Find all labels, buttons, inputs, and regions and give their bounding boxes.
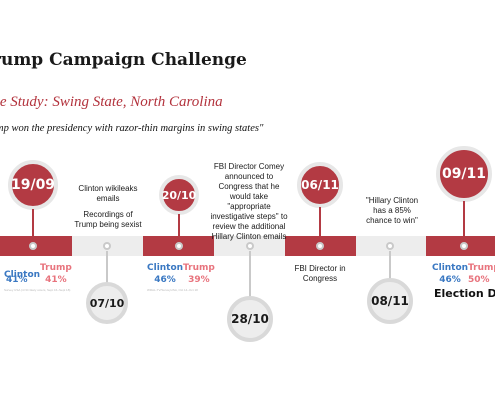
election-day-label: Election Day [434, 287, 495, 300]
timeline-node [175, 242, 183, 250]
date-label: 08/11 [371, 294, 409, 308]
trump-percent: 50% [468, 275, 490, 285]
date-label: 28/10 [231, 312, 269, 326]
date-marker[interactable]: 06/11 [297, 162, 343, 208]
timeline-node [460, 242, 468, 250]
date-marker[interactable]: 07/10 [86, 282, 128, 324]
date-label: 06/11 [301, 178, 339, 192]
poll-result: 41% [6, 274, 28, 286]
poll-result: Clinton 46% [147, 262, 183, 286]
poll-result: Clinton [4, 262, 40, 281]
trump-percent: 39% [188, 275, 210, 285]
event-note: FBI Director in Congress [294, 264, 346, 283]
connector-stem [106, 251, 108, 283]
date-marker[interactable]: 19/09 [8, 160, 58, 210]
timeline-node [386, 242, 394, 250]
clinton-percent: 46% [439, 275, 461, 285]
connector-stem [389, 251, 391, 279]
poll-result: Trump 50% [468, 262, 495, 286]
clinton-label: Clinton [147, 263, 184, 273]
date-label: 19/09 [10, 177, 56, 193]
clinton-label: Clinton [4, 270, 41, 280]
trump-label: Trump [40, 263, 72, 273]
poll-source: Survey USA (4 NC likely voters, Sept 16–… [4, 288, 71, 292]
clinton-label: Clinton [432, 263, 469, 273]
date-marker[interactable]: 20/10 [159, 175, 199, 215]
connector-stem [463, 201, 465, 238]
event-note: Recordings of Trump being sexist [74, 210, 142, 229]
date-marker[interactable]: 08/11 [367, 278, 413, 324]
date-label: 09/11 [441, 166, 487, 182]
connector-stem [178, 214, 180, 238]
date-label: 20/10 [161, 188, 197, 202]
connector-stem [249, 251, 251, 297]
date-label: 07/10 [89, 296, 125, 310]
trump-percent: 41% [45, 275, 67, 285]
event-note: Clinton wikileaks emails [78, 184, 138, 203]
poll-result: Clinton 46% [432, 262, 468, 286]
timeline-node [316, 242, 324, 250]
clinton-percent: 41% [6, 275, 28, 285]
case-study-subtitle: se Study: Swing State, North Carolina [0, 94, 223, 110]
timeline-node [246, 242, 254, 250]
poll-result: Trump 39% [183, 262, 215, 286]
poll-result: Trump 41% [40, 262, 72, 286]
connector-stem [32, 209, 34, 239]
date-marker[interactable]: 09/11 [436, 146, 492, 202]
timeline-node [29, 242, 37, 250]
event-note: "Hillary Clinton has a 85% chance to win… [365, 196, 419, 225]
poll-source: WRAL-TV/SurveyUSA, Oct 14–Oct 18 [147, 288, 198, 292]
slide-title: rump Campaign Challenge [0, 50, 247, 70]
event-note: FBI Director Comey announced to Congress… [210, 162, 288, 241]
trump-label: Trump [183, 263, 215, 273]
date-marker[interactable]: 28/10 [227, 296, 273, 342]
slide-quote: mp won the presidency with razor-thin ma… [0, 123, 264, 134]
trump-label: Trump [468, 263, 495, 273]
connector-stem [319, 207, 321, 238]
clinton-percent: 46% [154, 275, 176, 285]
timeline-node [103, 242, 111, 250]
